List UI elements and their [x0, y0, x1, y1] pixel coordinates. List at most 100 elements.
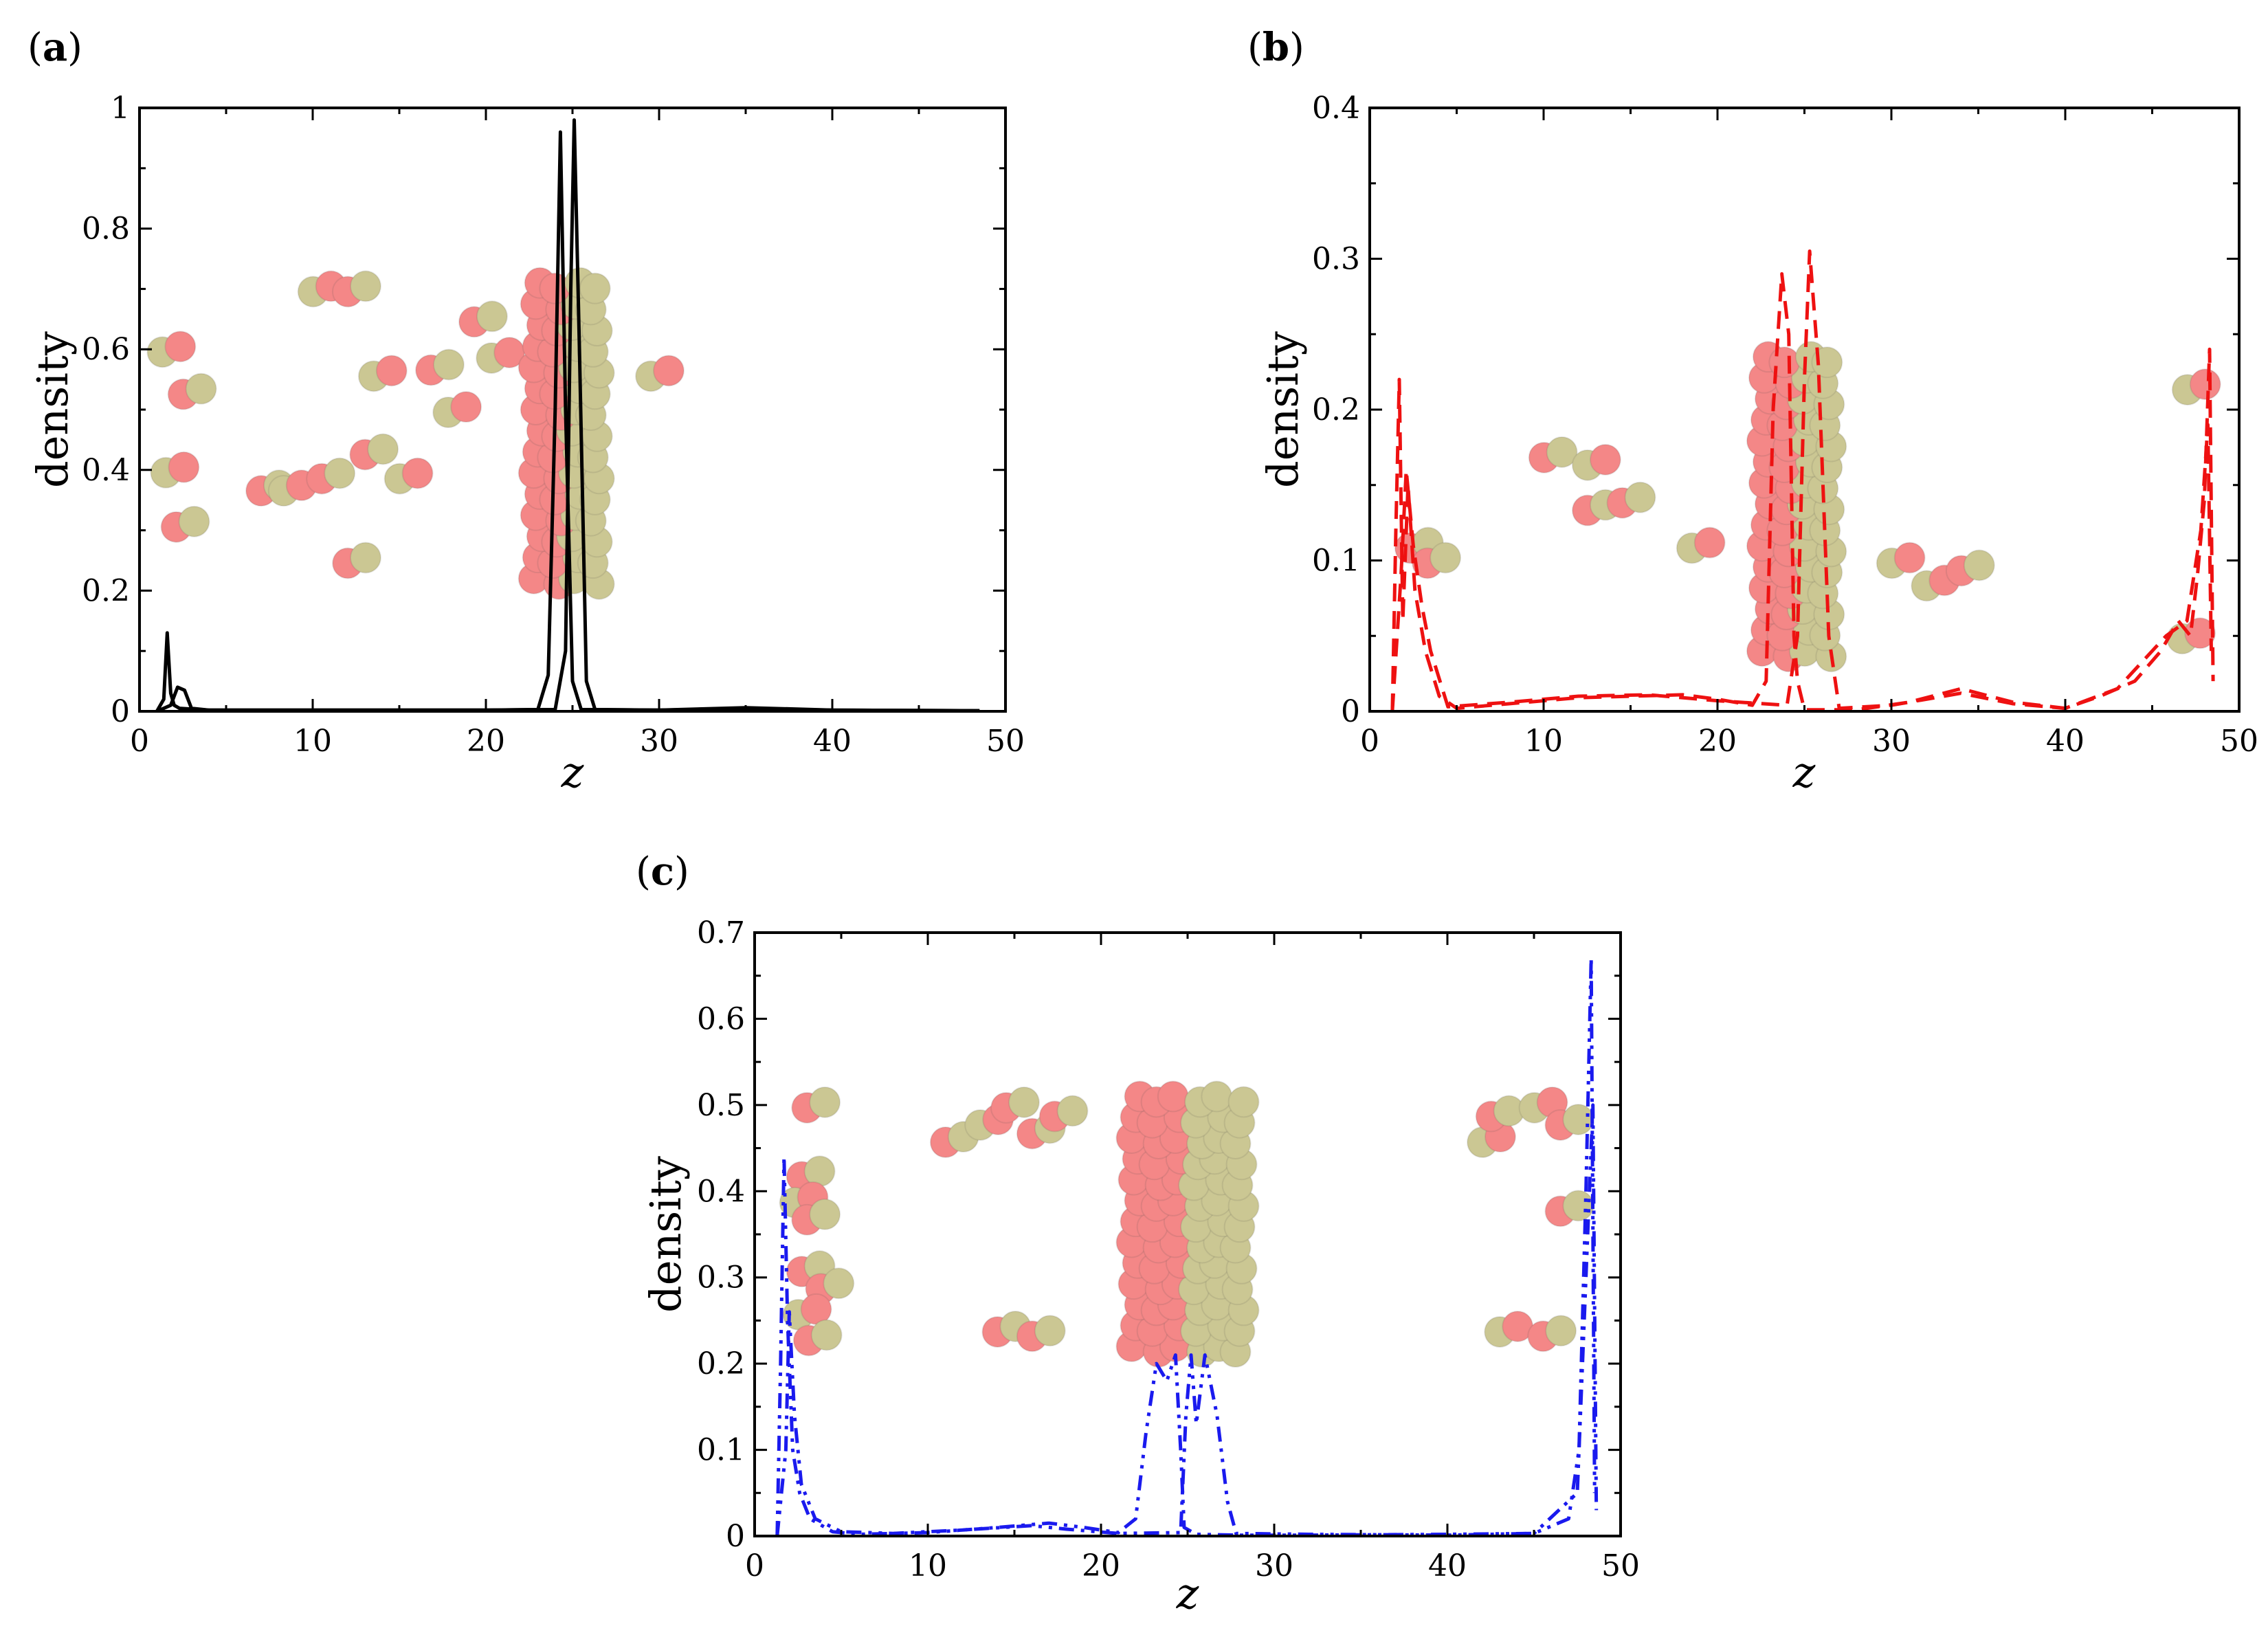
y-tick-label: 0.8: [82, 212, 130, 247]
panel-b: (b) 0 10 20 30 40 50 0 0.1 0.2 0.3 0.4 z density: [1247, 25, 2258, 797]
x-tick-label: 30: [640, 724, 678, 759]
y-tick-label: 0.2: [1312, 392, 1360, 427]
atom-marker: [1157, 1080, 1189, 1113]
y-tick-label: 0.5: [697, 1088, 745, 1123]
panel-a: (a) 0 10 20 30 40 50 0 0.2 0.4 0.6 0.8 1 z density: [27, 25, 1025, 797]
atom-marker: [2189, 368, 2221, 401]
atom-marker: [185, 372, 217, 405]
x-tick-label: 10: [293, 724, 332, 759]
molecule-layer: [146, 267, 685, 600]
atom-marker: [350, 542, 381, 574]
molecule-layer: [1394, 341, 2221, 673]
y-tick-label: 0: [726, 1519, 745, 1554]
atom-marker: [375, 355, 408, 387]
y-tick-label: 1: [111, 91, 130, 126]
y-axis-title: density: [641, 1156, 691, 1313]
y-tick-label: 0.1: [697, 1433, 745, 1468]
x-tick-label: 20: [1698, 724, 1737, 759]
y-tick-label: 0.6: [82, 332, 130, 367]
atom-marker: [1056, 1095, 1089, 1127]
series-line-profile-2: [1390, 249, 2213, 711]
atom-marker: [1963, 549, 1995, 581]
x-tick-label: 40: [1428, 1548, 1467, 1583]
atom-marker: [810, 1319, 843, 1351]
atom-marker: [1227, 1086, 1260, 1118]
atom-marker: [1545, 1315, 1577, 1347]
atom-marker: [450, 391, 482, 423]
atom-marker: [164, 331, 197, 363]
y-tick-label: 0.7: [697, 915, 745, 950]
atom-marker: [809, 1198, 841, 1230]
molecule-layer: [779, 1080, 1594, 1368]
atom-marker: [1201, 1080, 1233, 1113]
y-axis-title: density: [1258, 331, 1308, 488]
atom-marker: [350, 270, 381, 302]
x-tick-label: 0: [745, 1548, 764, 1583]
atom-marker: [178, 505, 210, 537]
atom-marker: [476, 300, 508, 333]
atom-marker: [1562, 1103, 1594, 1135]
atom-marker: [1693, 526, 1726, 559]
atom-marker: [1008, 1086, 1040, 1118]
x-tick-label: 0: [1360, 724, 1379, 759]
x-axis-title: z: [1176, 1568, 1199, 1619]
atom-marker: [809, 1086, 841, 1118]
series-line-profile-1: [1390, 272, 2215, 711]
x-tick-label: 0: [130, 724, 149, 759]
atom-marker: [653, 355, 685, 387]
x-tick-label: 40: [813, 724, 852, 759]
series-layer: [155, 118, 980, 711]
atom-marker: [401, 457, 434, 489]
x-tick-label: 20: [1082, 1548, 1120, 1583]
series-line-profile-2: [156, 118, 980, 711]
panel-label: (b): [1247, 25, 1304, 70]
x-tick-label: 50: [986, 724, 1025, 759]
atom-marker: [1562, 1190, 1594, 1222]
y-tick-label: 0.1: [1312, 544, 1360, 579]
x-axis-title: z: [1792, 747, 1816, 797]
atom-marker: [367, 433, 399, 465]
panel-label: (a): [27, 25, 82, 70]
x-tick-label: 10: [909, 1548, 947, 1583]
y-tick-label: 0.2: [697, 1346, 745, 1381]
tick-layer: 0 10 20 30 40 50 0 0.1 0.2 0.3 0.4 0.5 0.6 0.7: [697, 915, 1640, 1583]
x-tick-label: 30: [1872, 724, 1911, 759]
y-tick-label: 0: [1341, 694, 1360, 729]
atom-marker: [324, 457, 356, 489]
atom-marker: [823, 1267, 855, 1300]
atom-marker: [579, 272, 611, 304]
atom-marker: [432, 348, 465, 381]
atom-marker: [1034, 1315, 1066, 1347]
atom-marker: [1811, 346, 1843, 379]
panel-label: (c): [636, 849, 689, 894]
atom-marker: [1430, 542, 1462, 574]
y-tick-label: 0.3: [1312, 242, 1360, 277]
y-axis-title: density: [27, 331, 78, 488]
atom-marker: [1893, 542, 1926, 574]
x-tick-label: 20: [467, 724, 505, 759]
x-tick-label: 50: [2220, 724, 2258, 759]
y-tick-label: 0.4: [1312, 91, 1360, 126]
y-tick-label: 0.3: [697, 1260, 745, 1295]
series-layer: [775, 957, 1599, 1536]
tick-layer: 0 10 20 30 40 50 0 0.2 0.4 0.6 0.8 1: [82, 91, 1025, 759]
y-tick-label: 0: [111, 694, 130, 729]
atom-marker: [1589, 443, 1621, 476]
atom-marker: [168, 451, 200, 483]
x-tick-label: 10: [1524, 724, 1563, 759]
atom-marker: [1624, 481, 1656, 513]
x-axis-title: z: [561, 747, 584, 797]
atom-marker: [1546, 436, 1578, 468]
y-tick-label: 0.4: [697, 1174, 745, 1209]
y-tick-label: 0.4: [82, 453, 130, 488]
x-tick-label: 50: [1601, 1548, 1640, 1583]
y-tick-label: 0.6: [697, 1001, 745, 1036]
series-line-profile-1: [775, 957, 1597, 1536]
x-tick-label: 40: [2046, 724, 2084, 759]
y-tick-label: 0.2: [82, 573, 130, 608]
tick-layer: 0 10 20 30 40 50 0 0.1 0.2 0.3 0.4: [1312, 91, 2258, 759]
x-tick-label: 30: [1255, 1548, 1293, 1583]
series-layer: [1390, 249, 2215, 711]
